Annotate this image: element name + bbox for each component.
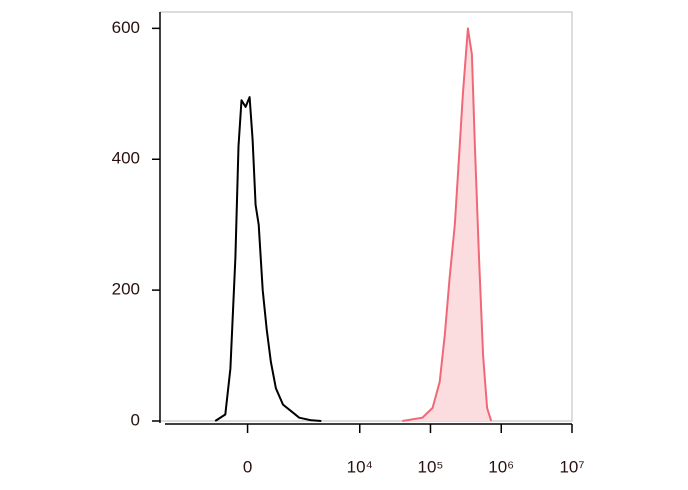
x-tick-label: 10⁷ (559, 457, 584, 476)
y-tick-label: 600 (112, 18, 140, 37)
x-tick-label: 10⁵ (417, 457, 443, 476)
y-tick-label: 0 (131, 410, 140, 429)
y-tick-label: 200 (112, 280, 140, 299)
y-tick-label: 400 (112, 149, 140, 168)
x-tick-label: 0 (243, 457, 252, 476)
series-line (402, 27, 493, 422)
plot-frame (159, 11, 573, 422)
x-tick-label: 10⁴ (347, 457, 373, 476)
series-area (402, 28, 492, 422)
x-tick-label: 10⁶ (488, 457, 514, 476)
series-line (214, 96, 322, 422)
